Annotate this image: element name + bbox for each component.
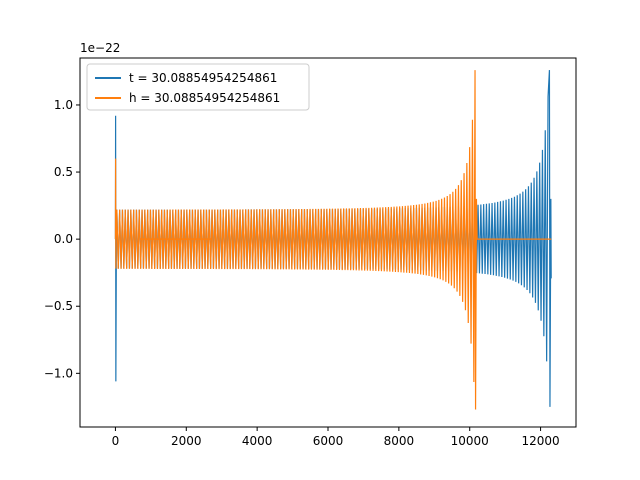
legend-label: h = 30.08854954254861 [129, 91, 280, 105]
legend-box [86, 63, 310, 111]
x-tick-label: 8000 [384, 434, 415, 448]
y-tick-label: 0.5 [54, 165, 73, 179]
x-tick-label: 12000 [521, 434, 559, 448]
legend: t = 30.08854954254861 h = 30.088549542548… [86, 63, 310, 111]
y-tick-label: −0.5 [44, 299, 73, 313]
plot-area [114, 70, 552, 410]
series-line-1 [114, 70, 552, 410]
y-tick-label: 0.0 [54, 232, 73, 246]
legend-label: t = 30.08854954254861 [129, 71, 277, 85]
y-tick-label: 1.0 [54, 98, 73, 112]
y-axis-offset-text: 1e−22 [80, 41, 120, 55]
x-tick-label: 6000 [313, 434, 344, 448]
y-tick-label: −1.0 [44, 366, 73, 380]
x-tick-label: 10000 [451, 434, 489, 448]
axes: 0 2000 4000 6000 8000 10000 12000 −1.0 −0.5 0.0 0.… [44, 57, 577, 448]
x-tick-label: 0 [112, 434, 120, 448]
x-tick-label: 4000 [242, 434, 273, 448]
x-tick-label: 2000 [171, 434, 202, 448]
